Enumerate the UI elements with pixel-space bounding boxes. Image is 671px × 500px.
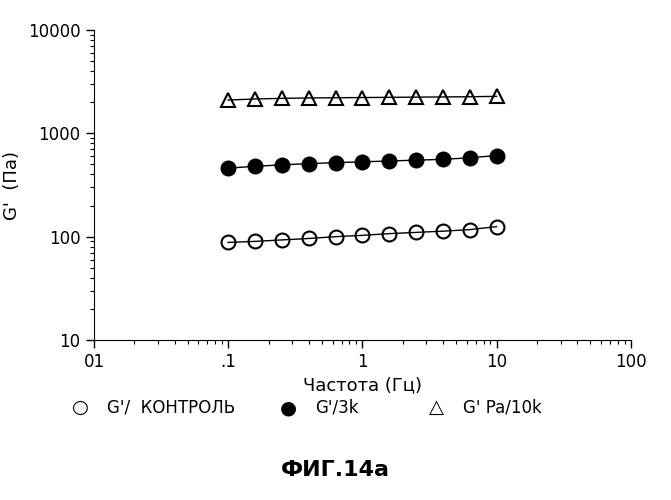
Text: G'/3k: G'/3k — [315, 398, 359, 416]
Y-axis label: G'  (Па): G' (Па) — [3, 150, 21, 220]
Text: G'/  КОНТРОЛЬ: G'/ КОНТРОЛЬ — [107, 398, 236, 416]
Text: ●: ● — [280, 398, 297, 417]
Text: G' Pa/10k: G' Pa/10k — [463, 398, 541, 416]
Text: ○: ○ — [72, 398, 89, 417]
Text: △: △ — [429, 398, 444, 417]
Text: ФИГ.14а: ФИГ.14а — [281, 460, 390, 480]
X-axis label: Частота (Гц): Частота (Гц) — [303, 377, 422, 395]
